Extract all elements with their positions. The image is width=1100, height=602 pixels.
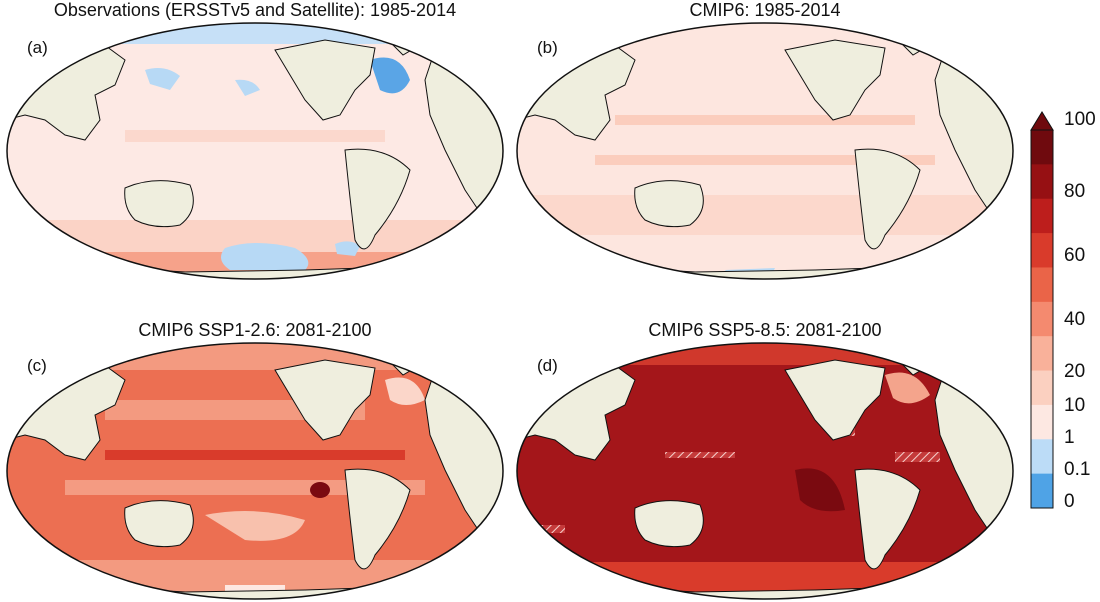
colorbar-segment bbox=[1031, 233, 1053, 268]
panel-c: CMIP6 SSP1-2.6: 2081-2100 (c) bbox=[5, 320, 505, 602]
landmass bbox=[854, 148, 921, 250]
colorbar-scale bbox=[1030, 111, 1054, 509]
landmass bbox=[634, 180, 704, 228]
map-d bbox=[516, 342, 1014, 600]
landmass bbox=[344, 148, 411, 250]
landmass bbox=[784, 359, 886, 441]
panel-letter: (d) bbox=[537, 356, 558, 375]
colorbar-tick-label: 100 bbox=[1064, 109, 1096, 130]
colorbar: 100 80 60 40 20 10 1 0.1 0 bbox=[1029, 109, 1099, 512]
colorbar-tick-label: 40 bbox=[1064, 309, 1086, 330]
panel-title: Observations (ERSSTv5 and Satellite): 19… bbox=[53, 0, 457, 20]
colorbar-segment bbox=[1031, 267, 1053, 303]
landmass bbox=[124, 500, 194, 548]
colorbar-tick-label: 1 bbox=[1064, 427, 1075, 448]
map-a bbox=[6, 22, 504, 280]
colorbar-extend-arrow bbox=[1030, 111, 1054, 131]
landmass bbox=[124, 180, 194, 228]
colorbar-segment bbox=[1031, 404, 1053, 440]
colorbar-tick-label: 10 bbox=[1064, 395, 1086, 416]
colorbar-segment bbox=[1031, 130, 1053, 165]
panel-letter: (c) bbox=[27, 356, 47, 375]
colorbar-segment bbox=[1031, 336, 1053, 372]
colorbar-segment bbox=[1031, 473, 1053, 509]
panel-letter: (a) bbox=[27, 38, 48, 57]
panel-title: CMIP6 SSP1-2.6: 2081-2100 bbox=[138, 320, 372, 340]
landmass bbox=[344, 468, 411, 570]
landmass bbox=[634, 500, 704, 548]
panel-title: CMIP6 SSP5-8.5: 2081-2100 bbox=[648, 320, 882, 340]
colorbar-tick-label: 20 bbox=[1064, 361, 1086, 382]
panel-d: CMIP6 SSP5-8.5: 2081-2100 (d) bbox=[515, 320, 1015, 602]
ocean-field bbox=[517, 23, 1013, 279]
map-b bbox=[516, 22, 1014, 280]
panel-b: CMIP6: 1985-2014 (b) bbox=[515, 0, 1015, 282]
landmass bbox=[784, 39, 886, 121]
colorbar-tick-label: 80 bbox=[1064, 181, 1086, 202]
colorbar-segment bbox=[1031, 198, 1053, 234]
colorbar-tick-label: 60 bbox=[1064, 245, 1086, 266]
colorbar-tick-label: 0.1 bbox=[1064, 459, 1091, 480]
panel-title: CMIP6: 1985-2014 bbox=[689, 0, 841, 20]
panel-a: Observations (ERSSTv5 and Satellite): 19… bbox=[5, 0, 505, 282]
map-c bbox=[6, 342, 504, 600]
colorbar-segment bbox=[1031, 439, 1053, 475]
colorbar-tick-label: 0 bbox=[1064, 491, 1075, 512]
landmass bbox=[274, 39, 376, 121]
landmass bbox=[854, 468, 921, 570]
panel-letter: (b) bbox=[537, 38, 558, 57]
colorbar-segment bbox=[1031, 301, 1053, 337]
colorbar-segment bbox=[1031, 164, 1053, 200]
landmass bbox=[274, 359, 376, 441]
colorbar-segment bbox=[1031, 370, 1053, 406]
